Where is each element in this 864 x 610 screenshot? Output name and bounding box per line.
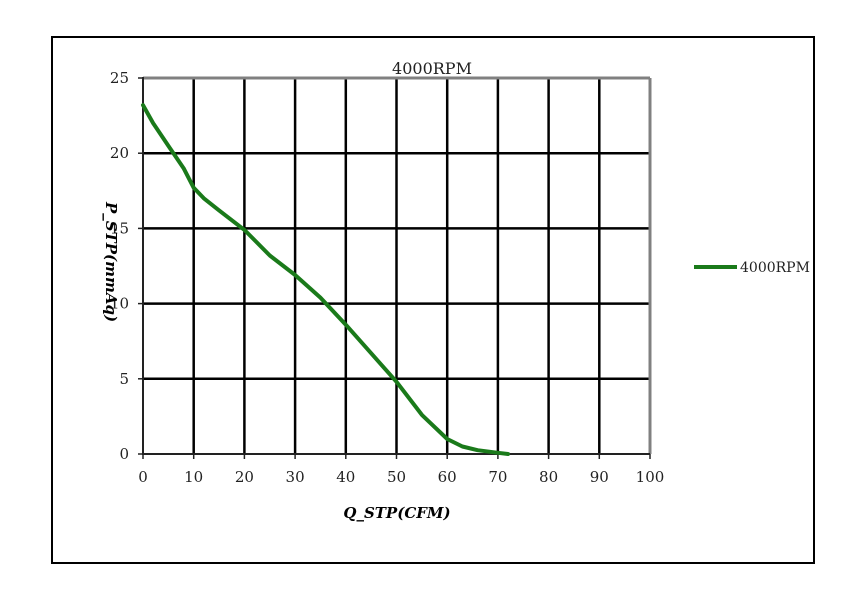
y-tick-label: 10 <box>110 295 129 313</box>
y-tick-label: 15 <box>110 219 129 237</box>
x-tick-label: 20 <box>235 468 254 486</box>
x-tick-label: 90 <box>590 468 609 486</box>
x-tick-label: 80 <box>539 468 558 486</box>
legend: 4000RPM <box>694 260 810 276</box>
series-layer <box>141 103 510 456</box>
chart-frame <box>51 36 815 564</box>
y-tick-label: 5 <box>119 370 129 388</box>
x-tick-label: 50 <box>387 468 406 486</box>
axes <box>138 76 652 459</box>
x-tick-label: 0 <box>138 468 148 486</box>
x-tick-label: 100 <box>636 468 665 486</box>
y-axis-label: P_STP(mmAq) <box>102 201 120 322</box>
x-tick-label: 60 <box>438 468 457 486</box>
x-axis-label: Q_STP(CFM) <box>343 504 450 522</box>
y-tick-label: 0 <box>119 445 129 463</box>
y-tick-label: 20 <box>110 144 129 162</box>
x-tick-label: 30 <box>286 468 305 486</box>
legend-label: 4000RPM <box>740 260 810 276</box>
x-tick-label: 70 <box>488 468 507 486</box>
x-tick-label: 40 <box>336 468 355 486</box>
series-line <box>141 103 510 456</box>
x-tick-label: 10 <box>184 468 203 486</box>
y-tick-label: 25 <box>110 69 129 87</box>
tick-labels: 0 10 20 30 40 50 60 70 80 90 100 0 5 10 15 20 25 <box>110 69 664 486</box>
chart-title: 4000RPM <box>392 59 472 78</box>
